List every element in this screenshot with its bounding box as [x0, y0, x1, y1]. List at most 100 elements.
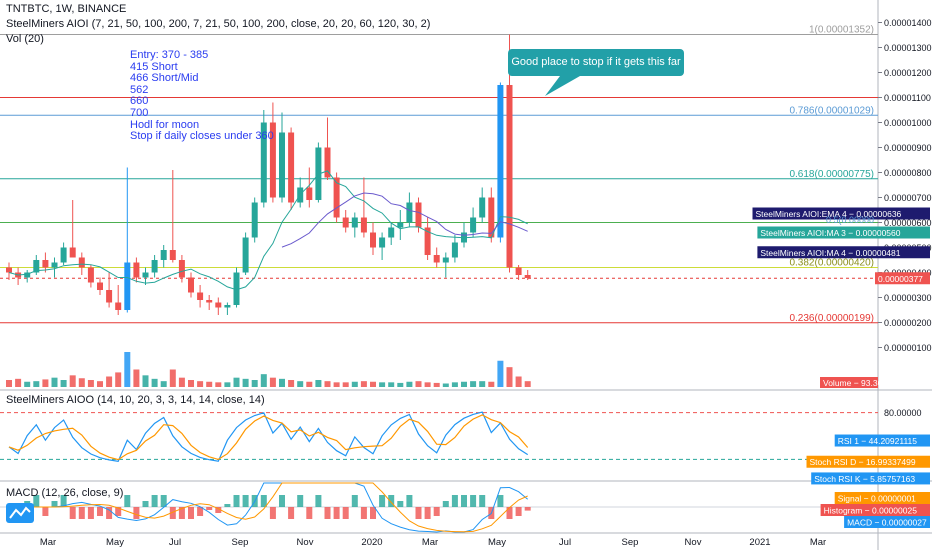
macd-histogram-bar: [51, 501, 58, 507]
macd-histogram-bar: [33, 495, 40, 507]
candle-body: [342, 217, 349, 228]
macd-histogram-bar: [297, 495, 304, 507]
macd-tag-label: MACD − 0.00000027: [847, 518, 927, 528]
volume-bar: [388, 382, 395, 387]
volume-bar: [333, 382, 340, 387]
indicator-tag-label: SteelMiners AIOI:MA 4 − 0.00000481: [760, 248, 900, 258]
macd-title: MACD (12, 26, close, 9): [6, 487, 124, 499]
macd-histogram-bar: [260, 495, 267, 507]
volume-bar: [33, 381, 40, 387]
oscillator-title: SteelMiners AIOO (14, 10, 20, 3, 3, 14, …: [6, 394, 265, 406]
moving-average-line: [8, 170, 528, 291]
macd-histogram-bar: [269, 507, 276, 519]
macd-histogram-bar: [224, 504, 231, 507]
oscillator-tag-label: RSI 1 − 44.20921115: [838, 436, 918, 446]
tradingview-logo-icon[interactable]: [6, 503, 34, 523]
indicator-tag-label: SteelMiners AIOI:EMA 4 − 0.00000636: [756, 209, 902, 219]
macd-histogram-bar: [324, 507, 331, 519]
price-tick-label: 0.00000200: [884, 318, 932, 328]
oscillator-tag-label: Stoch RSI D − 16.99337499: [810, 457, 916, 467]
macd-histogram-bar: [524, 507, 531, 511]
candle-body: [242, 237, 249, 273]
volume-bar: [433, 382, 440, 387]
candle-body: [370, 232, 376, 248]
price-tick-label: 0.00001400: [884, 18, 932, 28]
volume-bar: [351, 381, 358, 387]
volume-bar: [42, 379, 49, 387]
candle-body: [479, 197, 486, 218]
macd-histogram-bar: [197, 507, 204, 516]
candle-body: [78, 257, 85, 268]
macd-histogram-bar: [42, 507, 49, 516]
level-label: 0.618(0.00000775): [789, 169, 874, 180]
candle-body: [97, 282, 103, 290]
volume-bar: [178, 377, 185, 387]
macd-histogram-bar: [479, 495, 486, 507]
indicator-tag: [757, 246, 930, 259]
volume-bar: [251, 380, 258, 387]
volume-bar: [224, 382, 231, 387]
level-label: 0.382(0.00000420): [789, 258, 874, 269]
candle-body: [406, 202, 413, 223]
time-axis-label: Mar: [40, 537, 56, 548]
macd-histogram-bar: [242, 495, 249, 507]
macd-histogram-bar: [424, 507, 431, 519]
candle-body: [151, 260, 158, 273]
candle-body: [178, 260, 185, 278]
macd-histogram-bar: [233, 495, 240, 507]
price-tick-label: 0.00001300: [884, 43, 932, 53]
volume-bar: [78, 378, 85, 387]
level-label: 1(0.00001352): [809, 25, 874, 36]
macd-histogram-bar: [360, 507, 367, 519]
candle-body: [470, 217, 477, 233]
volume-bar: [188, 380, 194, 387]
candle-body: [415, 202, 422, 228]
time-axis-label: Mar: [810, 537, 826, 548]
macd-histogram-bar: [306, 507, 313, 519]
macd-histogram-bar: [461, 495, 467, 507]
time-axis-label: Jul: [169, 537, 181, 548]
candle-body: [497, 85, 504, 238]
macd-histogram-bar: [151, 495, 158, 507]
macd-line: [9, 482, 528, 533]
candle-body: [106, 290, 113, 303]
time-axis-label: Nov: [685, 537, 702, 548]
macd-tag: [844, 516, 930, 528]
macd-tag: [820, 504, 930, 516]
indicator-tag-label: SteelMiners AIOI:MA 3 − 0.00000560: [760, 228, 900, 238]
macd-histogram-bar: [69, 507, 76, 519]
level-label: 0.236(0.00000199): [789, 313, 874, 324]
macd-histogram-bar: [351, 495, 358, 507]
time-axis-label: Sep: [622, 537, 639, 548]
price-tick-label: 0.00000900: [884, 143, 932, 153]
macd-histogram-bar: [115, 507, 122, 516]
level-label: 0.786(0.00001029): [789, 105, 874, 116]
macd-histogram-bar: [78, 507, 85, 519]
macd-histogram-bar: [97, 507, 103, 516]
volume-bar: [197, 381, 204, 387]
macd-histogram-bar: [215, 507, 222, 513]
volume-bar: [115, 372, 122, 387]
volume-bar: [524, 381, 531, 387]
candle-body: [288, 132, 295, 203]
indicator-tag: [875, 272, 930, 285]
indicator-tag-label: 0.00000377: [878, 274, 923, 284]
macd-histogram-bar: [315, 495, 322, 507]
macd-histogram-bar: [442, 501, 449, 507]
macd-histogram-bar: [288, 507, 295, 519]
time-axis-label: Sep: [232, 537, 249, 548]
volume-tag: [820, 377, 878, 388]
candle-body: [6, 267, 12, 273]
volume-bar: [206, 381, 213, 387]
macd-histogram-bar: [60, 495, 67, 507]
volume-bar: [279, 378, 285, 387]
callout-box[interactable]: Good place to stop if it gets this far: [508, 49, 684, 76]
candle-body: [24, 272, 31, 278]
volume-bar: [306, 381, 313, 387]
indicator-tag: [752, 207, 930, 220]
volume-bar: [169, 369, 176, 387]
candle-body: [215, 302, 222, 308]
candle-body: [87, 267, 94, 283]
